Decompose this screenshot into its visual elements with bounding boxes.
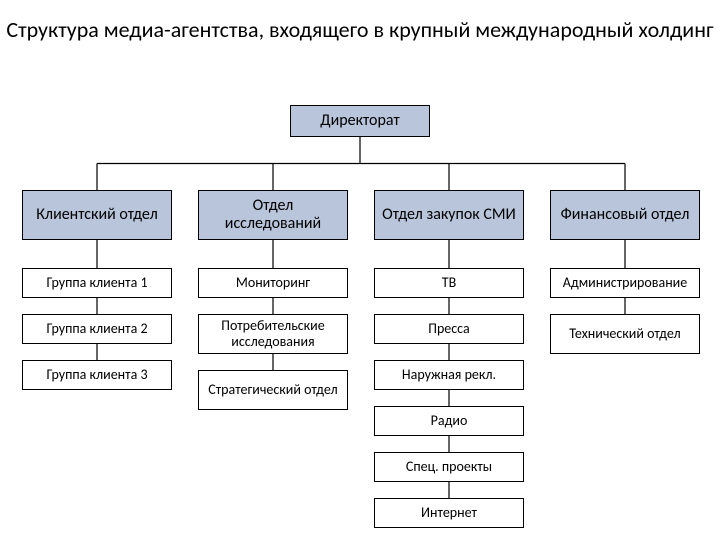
node-leaf-0-0: Группа клиента 1	[22, 268, 172, 298]
node-leaf-1-1: Потребительские исследования	[198, 314, 348, 354]
node-leaf-2-5: Интернет	[374, 498, 524, 528]
node-leaf-2-4: Спец. проекты	[374, 452, 524, 482]
node-leaf-0-1: Группа клиента 2	[22, 314, 172, 344]
node-dept-3: Финансовый отдел	[550, 190, 700, 240]
node-leaf-2-3: Радио	[374, 406, 524, 436]
node-leaf-3-1: Технический отдел	[550, 314, 700, 354]
node-leaf-0-2: Группа клиента 3	[22, 360, 172, 390]
node-leaf-1-2: Стратегический отдел	[198, 370, 348, 410]
node-leaf-2-2: Наружная рекл.	[374, 360, 524, 390]
node-dept-2: Отдел закупок СМИ	[374, 190, 524, 240]
node-dept-1: Отдел исследований	[198, 190, 348, 240]
node-leaf-3-0: Администрирование	[550, 268, 700, 298]
node-leaf-1-0: Мониторинг	[198, 268, 348, 298]
node-dept-0: Клиентский отдел	[22, 190, 172, 240]
node-leaf-2-0: ТВ	[374, 268, 524, 298]
node-leaf-2-1: Пресса	[374, 314, 524, 344]
node-root: Директорат	[290, 105, 430, 137]
slide-title: Структура медиа-агентства, входящего в к…	[0, 16, 720, 44]
